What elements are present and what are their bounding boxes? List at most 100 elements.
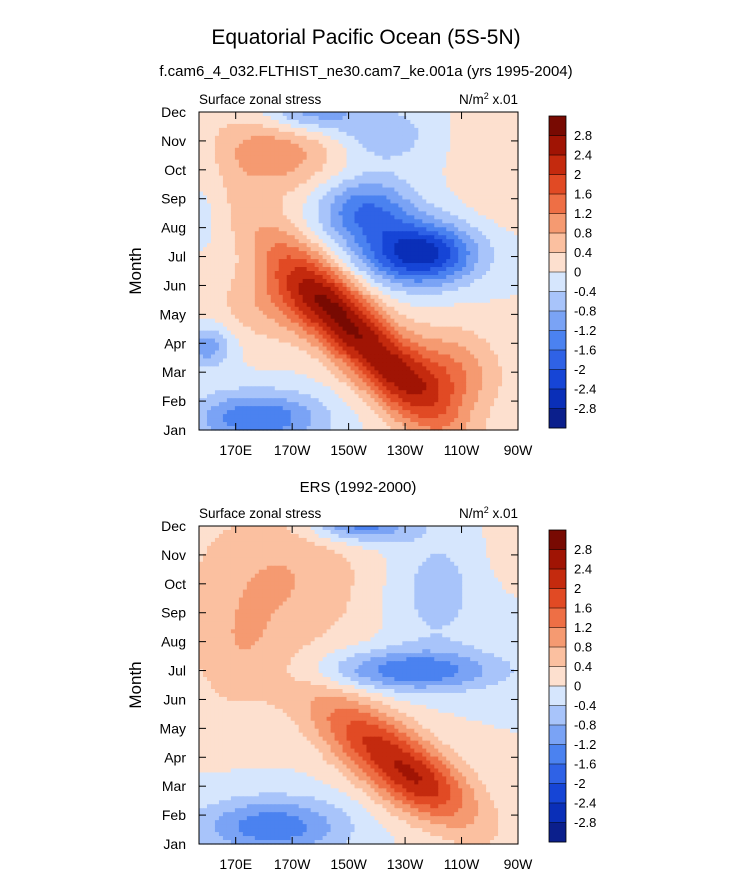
field-cell: [242, 191, 248, 197]
field-cell: [502, 191, 507, 197]
field-cell: [398, 195, 403, 201]
field-cell: [210, 330, 216, 336]
field-cell: [362, 271, 368, 276]
field-cell: [206, 318, 212, 324]
field-cell: [242, 350, 248, 356]
field-cell: [270, 151, 276, 157]
field-cell: [202, 223, 208, 228]
field-cell: [254, 342, 260, 348]
field-cell: [506, 354, 511, 360]
field-cell: [238, 243, 244, 248]
field-cell: [222, 342, 228, 348]
field-cell: [490, 282, 495, 288]
field-cell: [494, 119, 499, 125]
field-cell: [442, 286, 447, 292]
field-cell: [266, 251, 272, 256]
field-cell: [342, 338, 348, 344]
field-cell: [314, 203, 320, 209]
field-cell: [238, 227, 244, 232]
field-cell: [506, 191, 511, 197]
field-cell: [378, 322, 384, 328]
field-cell: [438, 123, 443, 129]
field-cell: [434, 223, 439, 228]
field-cell: [398, 342, 403, 348]
field-cell: [254, 314, 260, 320]
field-cell: [226, 115, 232, 121]
field-cell: [314, 322, 320, 328]
field-cell: [438, 143, 443, 149]
field-cell: [202, 294, 208, 300]
field-cell: [246, 278, 252, 284]
field-cell: [362, 314, 368, 320]
field-cell: [338, 191, 344, 197]
field-cell: [406, 155, 411, 161]
field-cell: [346, 215, 352, 220]
field-cell: [514, 219, 519, 224]
field-cell: [290, 243, 296, 248]
field-cell: [314, 223, 320, 228]
field-cell: [266, 115, 272, 121]
field-cell: [394, 167, 399, 173]
field-cell: [350, 278, 356, 284]
field-cell: [286, 286, 292, 292]
field-cell: [450, 179, 455, 185]
field-cell: [222, 302, 228, 308]
field-cell: [306, 112, 312, 117]
field-cell: [250, 314, 256, 320]
field-cell: [378, 243, 384, 248]
field-cell: [398, 131, 403, 137]
field-cell: [458, 195, 463, 201]
field-cell: [210, 278, 216, 284]
field-cell: [258, 139, 264, 145]
field-cell: [434, 112, 439, 117]
field-cell: [486, 207, 491, 212]
field-cell: [282, 187, 288, 193]
field-cell: [258, 119, 264, 125]
field-cell: [382, 127, 388, 133]
field-cell: [494, 286, 499, 292]
field-cell: [302, 215, 308, 220]
field-cell: [282, 310, 288, 316]
field-cell: [394, 290, 399, 296]
field-cell: [446, 195, 451, 201]
field-cell: [370, 322, 376, 328]
field-cell: [346, 314, 352, 320]
field-cell: [430, 115, 435, 121]
field-cell: [474, 135, 479, 141]
field-cell: [250, 219, 256, 224]
field-cell: [302, 175, 308, 181]
field-cell: [278, 306, 284, 312]
field-cell: [326, 139, 332, 145]
field-cell: [510, 350, 515, 356]
field-cell: [466, 274, 471, 280]
field-cell: [426, 294, 431, 300]
field-cell: [394, 334, 399, 340]
field-cell: [294, 278, 300, 284]
field-cell: [246, 115, 252, 121]
field-cell: [206, 191, 212, 197]
field-cell: [242, 203, 248, 209]
field-cell: [238, 239, 244, 244]
field-cell: [290, 326, 296, 332]
field-cell: [430, 354, 435, 360]
field-cell: [246, 259, 252, 264]
field-cell: [342, 235, 348, 240]
field-cell: [266, 227, 272, 232]
field-cell: [418, 239, 423, 244]
field-cell: [206, 306, 212, 312]
field-cell: [426, 131, 431, 137]
field-cell: [302, 286, 308, 292]
field-cell: [290, 163, 296, 169]
field-cell: [262, 215, 268, 220]
field-cell: [498, 143, 503, 149]
field-cell: [446, 278, 451, 284]
field-cell: [290, 282, 296, 288]
field-cell: [250, 358, 256, 364]
field-cell: [246, 211, 252, 216]
field-cell: [454, 318, 459, 324]
field-cell: [374, 235, 380, 240]
field-cell: [199, 159, 204, 165]
field-cell: [486, 318, 491, 324]
field-cell: [438, 147, 443, 153]
field-cell: [218, 143, 224, 149]
